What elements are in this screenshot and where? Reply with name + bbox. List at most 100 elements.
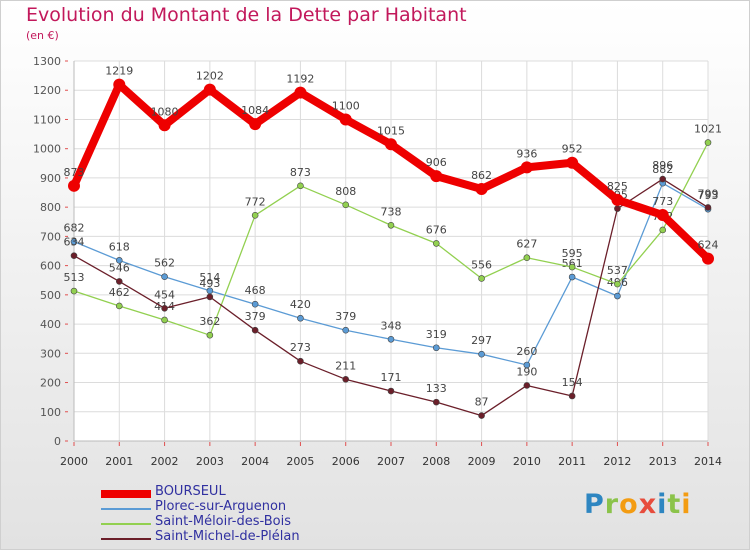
y-tick-label: 1000 [33,143,61,156]
data-label: 514 [199,271,220,284]
y-tick-label: 100 [40,406,61,419]
legend-swatch [101,508,151,510]
data-label: 896 [652,159,673,172]
x-tick-label: 2012 [603,455,631,468]
data-label: 462 [109,286,130,299]
y-tick-label: 1100 [33,113,61,126]
data-point [611,193,624,206]
data-point [704,139,712,146]
x-tick-label: 2009 [468,455,496,468]
data-label: 682 [64,222,85,235]
y-tick-label: 300 [40,347,61,360]
data-label: 154 [562,376,583,389]
data-point [161,304,168,312]
data-label: 862 [471,169,492,182]
data-point [251,300,259,308]
data-point [430,170,443,183]
legend-label: BOURSEUL [155,484,226,499]
data-label: 793 [698,189,719,202]
chart-title: Evolution du Montant de la Dette par Hab… [26,4,467,26]
proxiti-logo: Proxiti [584,489,692,520]
data-label: 297 [471,334,492,347]
x-tick-label: 2000 [60,455,88,468]
data-label: 537 [607,264,628,277]
data-point [251,326,259,334]
data-label: 171 [381,371,402,384]
data-label: 1192 [286,73,314,86]
x-tick-label: 2008 [422,455,450,468]
data-label: 468 [245,284,266,297]
data-point [251,212,259,219]
data-point [115,278,123,285]
data-label: 634 [64,236,85,249]
data-point [206,293,214,301]
data-label: 1219 [105,65,133,78]
data-point [523,361,531,369]
data-label: 260 [516,345,537,358]
y-tick-label: 200 [40,377,61,390]
data-label: 1202 [196,70,224,83]
data-point [70,252,78,259]
data-label: 87 [475,396,489,409]
data-point [568,273,576,281]
x-tick-label: 2001 [105,455,133,468]
y-tick-label: 500 [40,289,61,302]
data-point [297,182,304,190]
data-point [475,183,488,196]
data-label: 773 [652,195,673,208]
x-tick-label: 2011 [558,455,586,468]
data-point [68,179,80,192]
y-tick-label: 900 [40,172,61,185]
data-label: 1015 [377,124,405,137]
legend-swatch [101,490,151,498]
data-point [342,326,350,334]
data-point [387,221,395,229]
data-label: 348 [381,319,402,332]
y-tick-label: 600 [40,260,61,273]
legend-label: Saint-Michel-de-Plélan [155,529,300,544]
data-point [115,302,123,310]
logo-letter: i [657,489,668,520]
data-label: 906 [426,156,447,169]
data-point [387,335,395,343]
x-tick-label: 2010 [513,455,541,468]
x-tick-label: 2005 [286,455,314,468]
y-tick-label: 800 [40,201,61,214]
data-label: 420 [290,298,311,311]
data-point [702,252,714,265]
data-point [297,357,304,365]
data-label: 379 [245,310,266,323]
logo-letter: x [638,489,658,520]
data-point [342,201,350,209]
data-point [659,226,667,234]
logo-letter: t [667,489,682,520]
data-point [704,204,712,211]
data-label: 273 [290,341,311,354]
data-point [161,316,168,324]
data-point [385,138,397,151]
data-point [342,376,350,383]
data-point [115,257,123,264]
data-label: 454 [154,288,175,301]
x-tick-label: 2004 [241,455,269,468]
data-label: 513 [64,271,85,284]
data-point [297,314,304,322]
data-label: 825 [607,180,628,193]
y-tick-label: 1200 [33,84,61,97]
legend-swatch [101,538,151,540]
data-point [614,205,621,212]
data-label: 1080 [151,105,179,118]
data-point [432,398,440,406]
x-tick-label: 2007 [377,455,405,468]
data-label: 379 [335,310,356,323]
data-point [387,387,395,395]
legend-swatch [101,523,151,525]
data-point [478,275,485,282]
data-label: 1100 [332,99,360,112]
data-label: 772 [245,195,266,208]
data-label: 561 [562,257,583,270]
data-point [614,280,621,288]
data-point [203,83,216,96]
data-point [70,287,78,295]
